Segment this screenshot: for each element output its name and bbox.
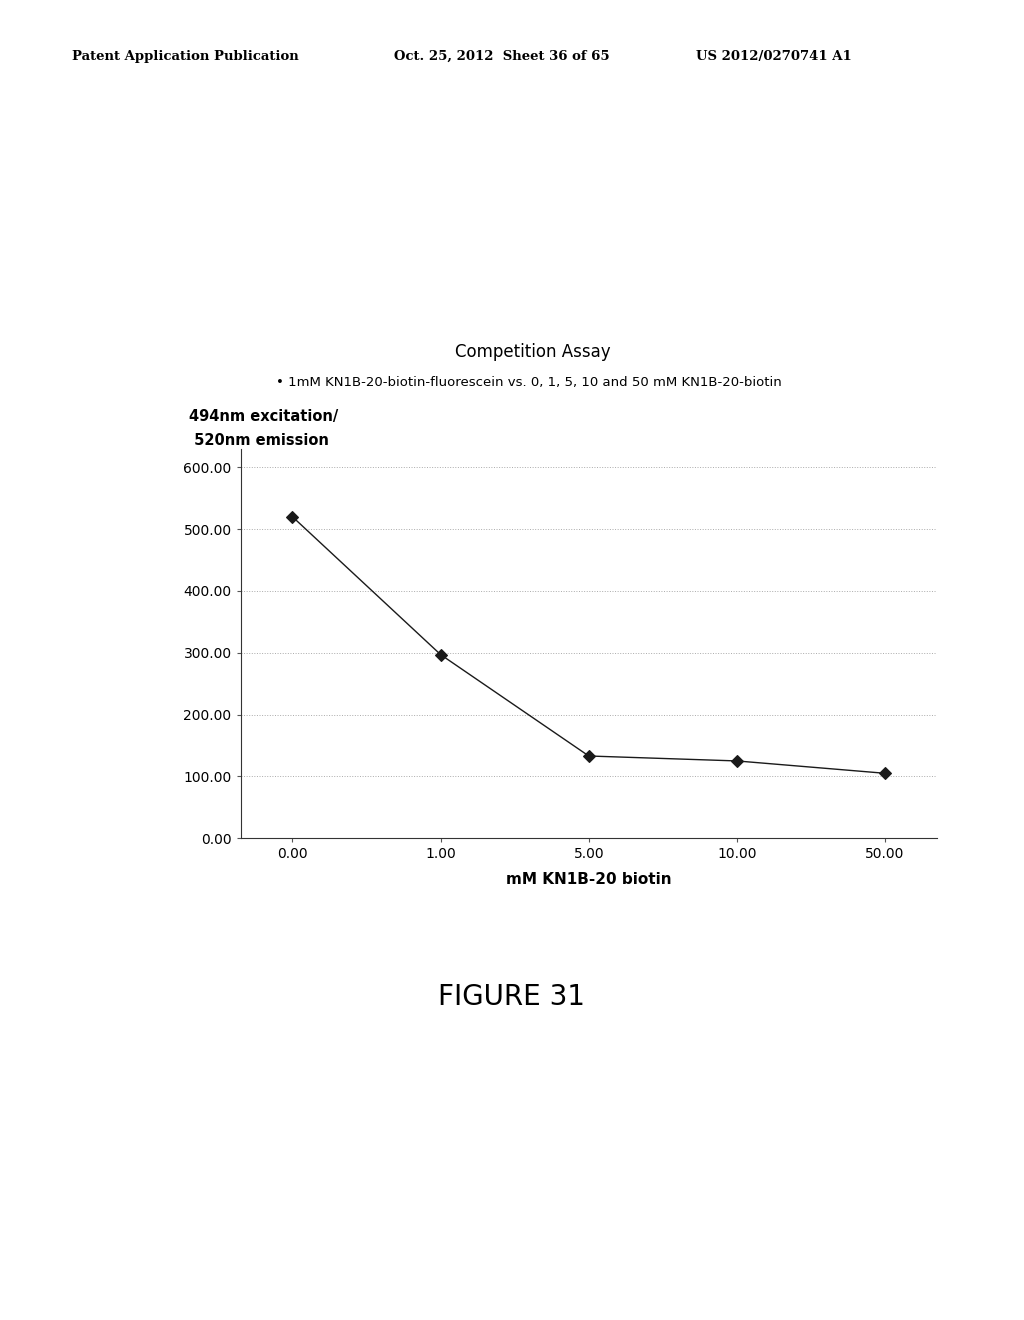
Text: Competition Assay: Competition Assay (455, 343, 610, 362)
Text: US 2012/0270741 A1: US 2012/0270741 A1 (696, 50, 852, 63)
Text: FIGURE 31: FIGURE 31 (438, 983, 586, 1011)
X-axis label: mM KN1B-20 biotin: mM KN1B-20 biotin (506, 873, 672, 887)
Text: Oct. 25, 2012  Sheet 36 of 65: Oct. 25, 2012 Sheet 36 of 65 (394, 50, 610, 63)
Text: 494nm excitation/: 494nm excitation/ (189, 409, 339, 424)
Text: 520nm emission: 520nm emission (189, 433, 330, 447)
Text: • 1mM KN1B-20-biotin-fluorescein vs. 0, 1, 5, 10 and 50 mM KN1B-20-biotin: • 1mM KN1B-20-biotin-fluorescein vs. 0, … (276, 376, 782, 389)
Text: Patent Application Publication: Patent Application Publication (72, 50, 298, 63)
